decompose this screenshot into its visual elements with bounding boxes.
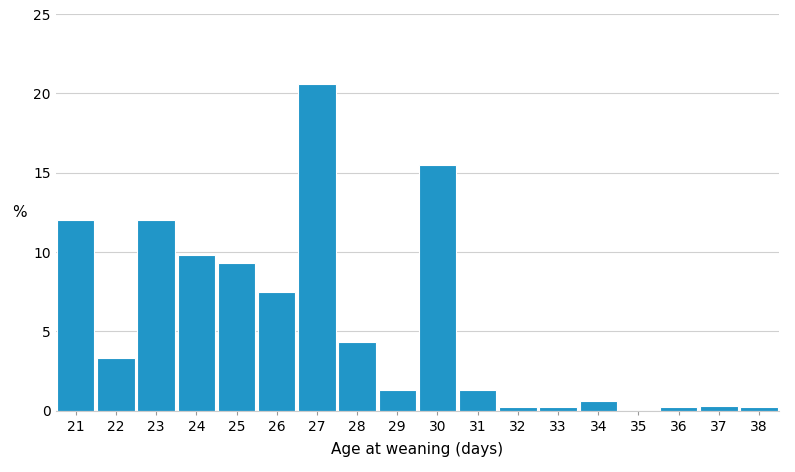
Y-axis label: %: % [12,205,26,220]
X-axis label: Age at weaning (days): Age at weaning (days) [332,442,503,457]
Bar [138,220,175,411]
Bar [580,401,617,411]
Bar [258,292,296,411]
Bar [97,358,134,411]
Bar [218,263,255,411]
Bar [459,390,496,411]
Bar [660,407,697,411]
Bar [378,390,416,411]
Bar [339,343,376,411]
Bar [740,407,778,411]
Bar [419,165,456,411]
Bar [499,407,537,411]
Bar [298,84,335,411]
Bar [539,407,576,411]
Bar [177,255,215,411]
Bar [57,220,95,411]
Bar [700,406,738,411]
